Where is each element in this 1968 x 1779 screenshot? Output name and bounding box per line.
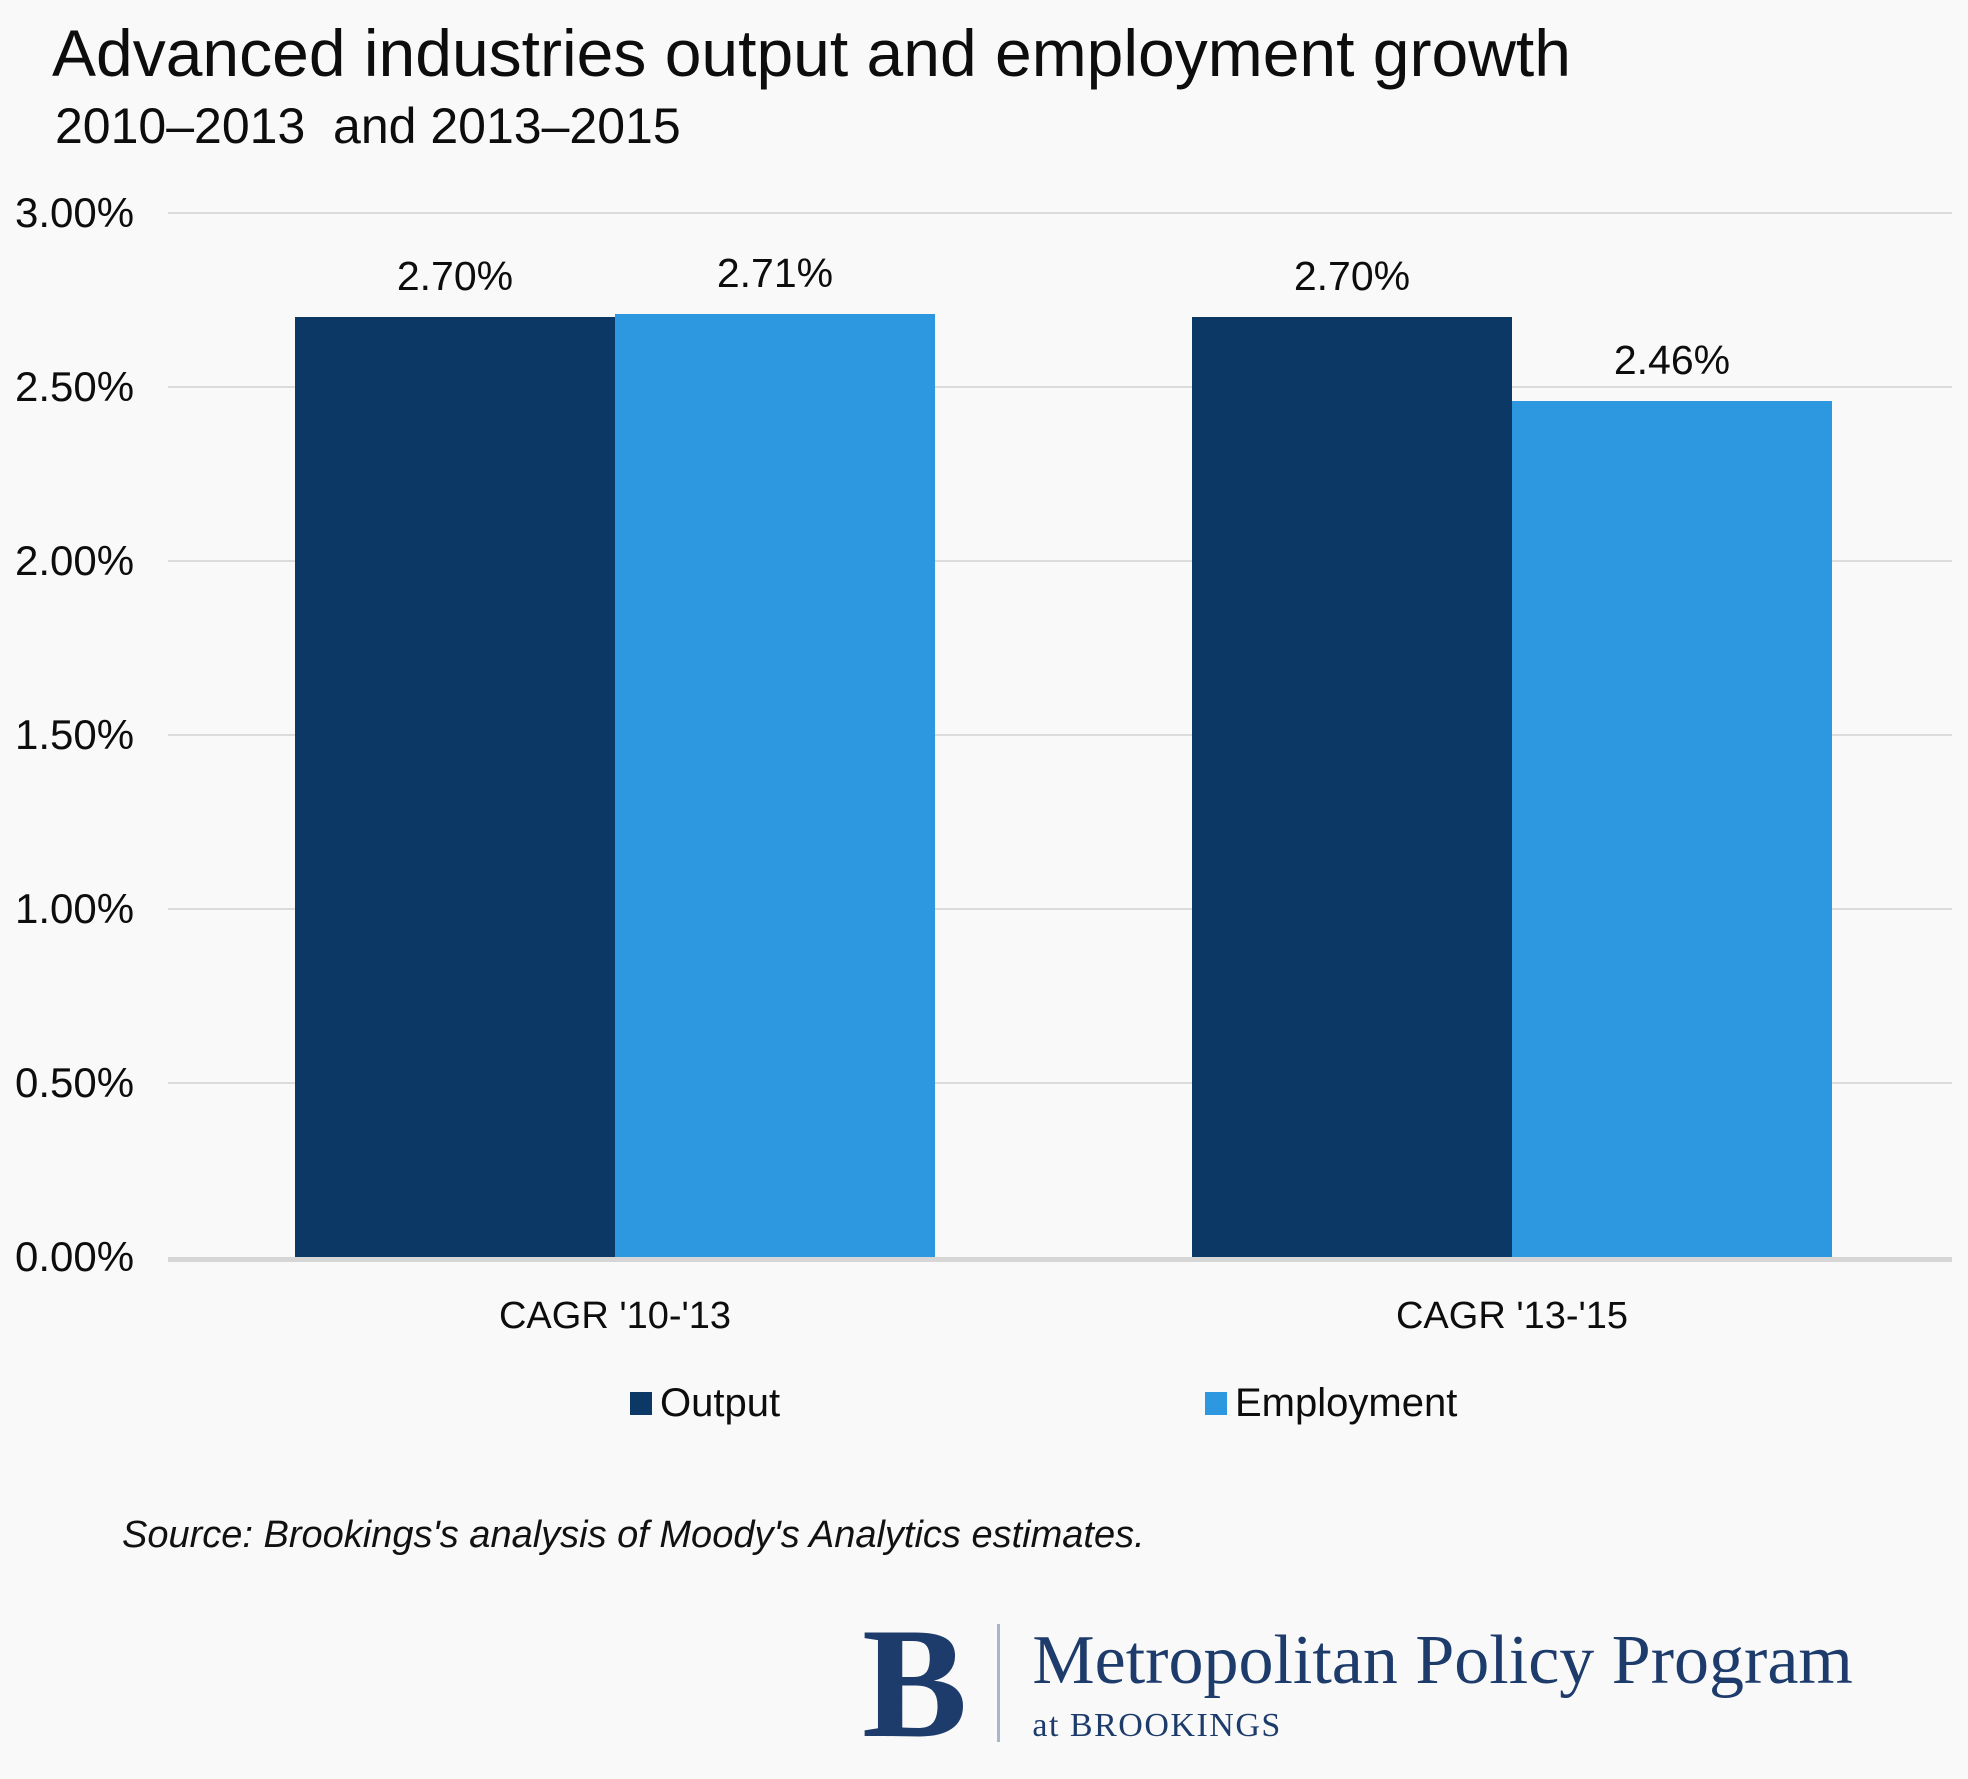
logo-program-name: Metropolitan Policy Program — [1032, 1622, 1853, 1699]
y-axis-tick-label: 1.50% — [15, 711, 135, 758]
bar-output-group1 — [295, 317, 615, 1257]
gridline-0.00% — [168, 1257, 1952, 1262]
y-axis-tick-label: 0.00% — [15, 1233, 135, 1280]
brookings-logo: B Metropolitan Policy Program at BROOKIN… — [862, 1596, 1853, 1771]
bar-employment-group2 — [1512, 401, 1832, 1257]
bar-value-label: 2.71% — [716, 250, 834, 296]
legend-item-employment: Employment — [1205, 1380, 1457, 1426]
gridline-3.00% — [168, 212, 1952, 214]
y-axis-tick-label: 3.00% — [15, 189, 135, 236]
bar-output-group2 — [1192, 317, 1512, 1257]
gridline-2.00% — [168, 560, 1952, 562]
brookings-b-monogram-icon: B — [862, 1596, 968, 1771]
bar-value-label: 2.46% — [1613, 337, 1731, 383]
y-axis-tick-label: 2.00% — [15, 537, 135, 584]
bar-value-label: 2.70% — [396, 253, 514, 299]
logo-divider — [997, 1624, 1001, 1742]
chart-title: Advanced industries output and employmen… — [52, 16, 1571, 90]
legend-marker-employment-icon — [1205, 1391, 1227, 1415]
legend-marker-output-icon — [630, 1391, 652, 1415]
gridline-2.50% — [168, 386, 1952, 388]
gridline-1.00% — [168, 908, 1952, 910]
x-axis-category-label: CAGR '10-'13 — [498, 1295, 732, 1337]
bar-chart-plot-area: 0.00% 0.50% 1.00% 1.50% 2.00% 2.50% 3.00% 2.70%… — [15, 189, 1952, 1337]
chart-subtitle: 2010–2013 and 2013–2015 — [55, 98, 681, 154]
y-axis-tick-label: 1.00% — [15, 885, 135, 932]
y-axis-tick-label: 2.50% — [15, 363, 135, 410]
legend-label: Output — [660, 1381, 781, 1425]
gridline-0.50% — [168, 1082, 1952, 1084]
bar-value-label: 2.70% — [1293, 253, 1411, 299]
legend-label: Employment — [1235, 1381, 1458, 1425]
y-axis-tick-label: 0.50% — [15, 1059, 135, 1106]
logo-sub-name: at BROOKINGS — [1032, 1707, 1282, 1744]
legend-item-output: Output — [630, 1380, 780, 1426]
bar-employment-group1 — [615, 314, 935, 1257]
logo-text-column: Metropolitan Policy Program at BROOKINGS — [1032, 1618, 1852, 1746]
source-note: Source: Brookings's analysis of Moody's … — [122, 1514, 1145, 1556]
gridline-1.50% — [168, 734, 1952, 736]
x-axis-category-label: CAGR '13-'15 — [1395, 1295, 1629, 1337]
